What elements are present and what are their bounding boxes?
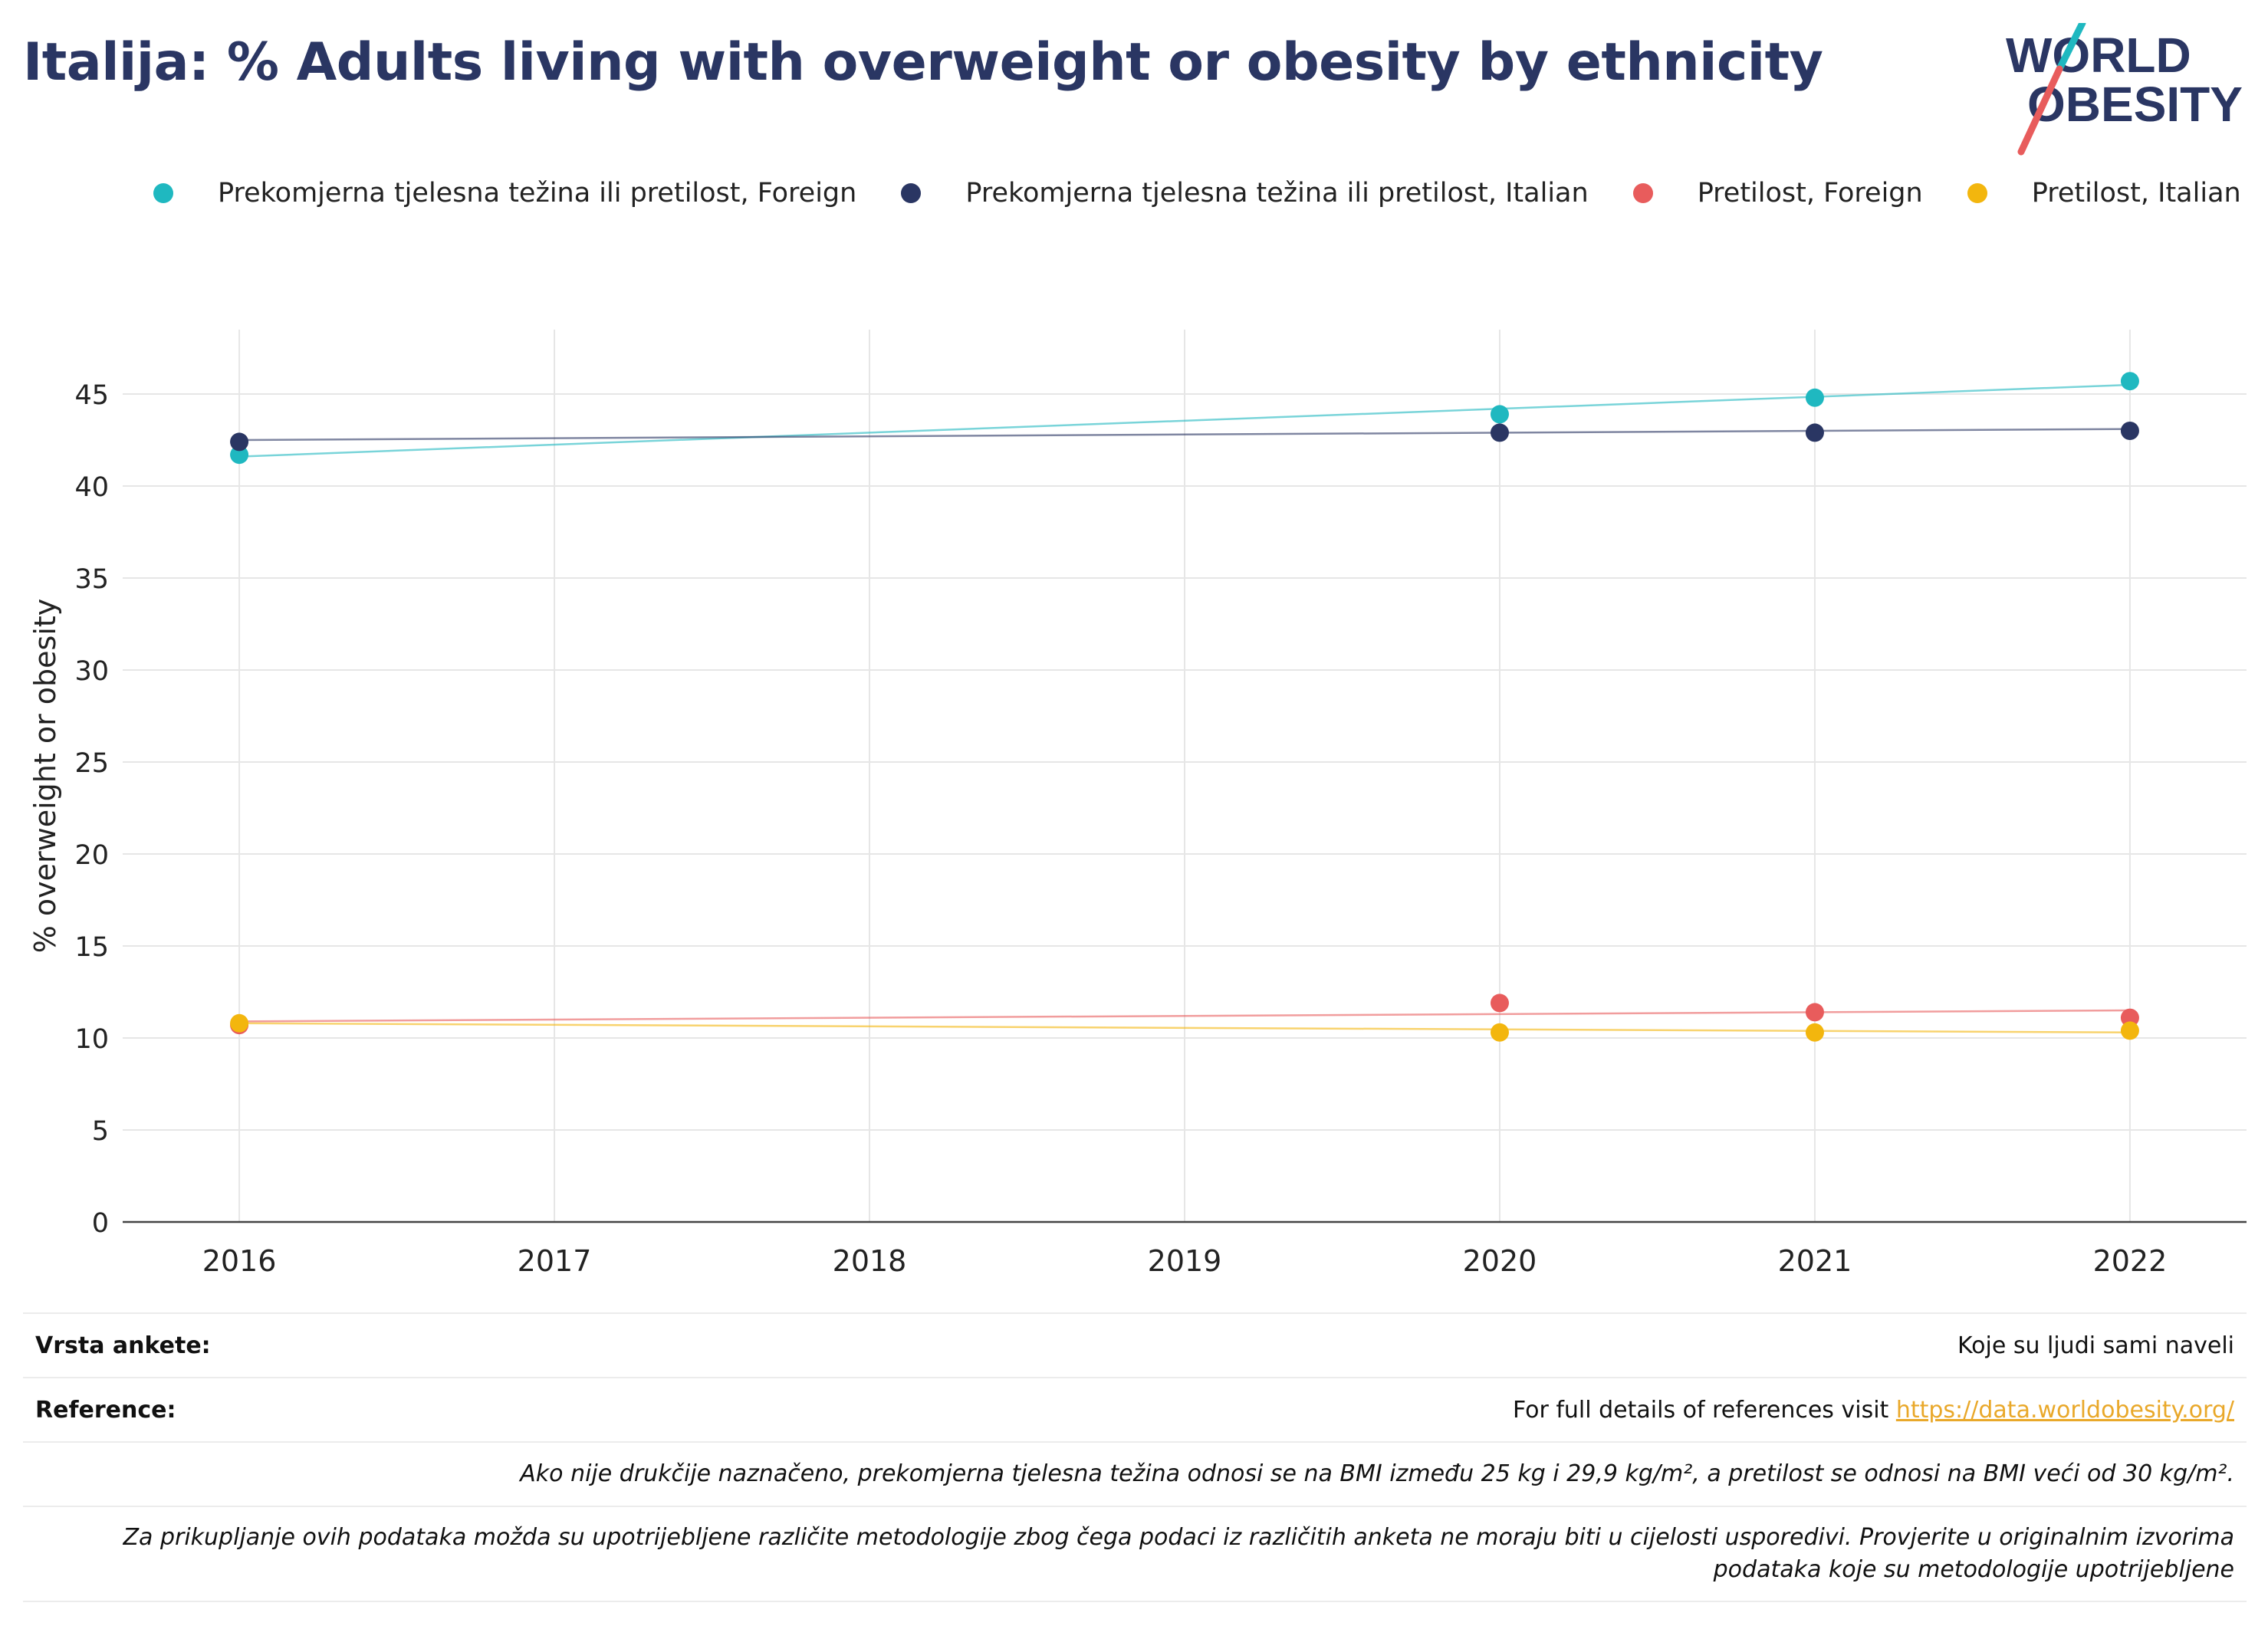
references-value: For full details of references visit htt… [1513, 1397, 2234, 1424]
data-point-series-4 [2120, 1021, 2139, 1040]
data-point-series-3 [1805, 1003, 1824, 1022]
data-point-series-1 [230, 445, 249, 465]
legend-label: Prekomjerna tjelesna težina ili pretilos… [965, 178, 1589, 209]
survey-type-value: Koje su ljudi sami naveli [1957, 1332, 2234, 1359]
y-tick-label: 40 [74, 472, 109, 503]
references-link[interactable]: https://data.worldobesity.org/ [1895, 1396, 2234, 1424]
x-tick-label: 2016 [202, 1244, 277, 1278]
data-point-series-1 [1805, 388, 1824, 407]
legend-label: Pretilost, Italian [2031, 178, 2241, 209]
data-point-series-2 [2120, 422, 2139, 440]
data-point-series-1 [2120, 372, 2139, 391]
x-tick-label: 2017 [518, 1244, 592, 1278]
x-tick-label: 2018 [833, 1244, 907, 1278]
data-point-series-4 [1805, 1023, 1824, 1042]
legend-item-foreign-overweight[interactable]: Prekomjerna tjelesna težina ili pretilos… [153, 178, 856, 209]
references-row: Reference: For full details of reference… [23, 1377, 2247, 1441]
data-point-series-4 [230, 1013, 249, 1033]
y-tick-label: 30 [74, 656, 109, 687]
logo-line1: WORLD [2006, 28, 2191, 83]
y-tick-label: 20 [74, 840, 109, 871]
chart-info-table: Vrsta ankete: Koje su ljudi sami naveli … [23, 1312, 2247, 1602]
legend-marker-icon [901, 183, 922, 203]
data-point-series-1 [1490, 405, 1509, 424]
methodology-note-row: Za prikupljanje ovih podataka možda su u… [23, 1506, 2247, 1602]
references-label: Reference: [35, 1396, 176, 1424]
y-tick-label: 10 [74, 1024, 109, 1055]
x-tick-label: 2019 [1148, 1244, 1222, 1278]
page-title: Italija: % Adults living with overweight… [23, 32, 1823, 93]
legend-item-foreign-obesity[interactable]: Pretilost, Foreign [1632, 178, 1923, 209]
logo-line2: OBESITY [2027, 77, 2243, 132]
y-tick-label: 35 [74, 564, 109, 595]
survey-type-label: Vrsta ankete: [35, 1332, 211, 1359]
references-text: For full details of references visit [1512, 1396, 1889, 1424]
definition-note-row: Ako nije drukčije naznačeno, prekomjerna… [23, 1441, 2247, 1506]
y-tick-label: 25 [74, 748, 109, 779]
y-tick-label: 0 [92, 1208, 109, 1239]
axes: 0 5 10 15 20 25 30 35 40 45 2016 2017 2018 2019 2020 20… [74, 380, 2247, 1278]
chart-legend: Prekomjerna tjelesna težina ili pretilos… [153, 170, 2268, 216]
y-tick-label: 45 [74, 380, 109, 411]
data-points [230, 372, 2139, 1042]
y-tick-label: 5 [92, 1116, 109, 1147]
legend-marker-icon [1632, 183, 1653, 203]
legend-label: Prekomjerna tjelesna težina ili pretilos… [218, 178, 857, 209]
data-point-series-2 [1805, 423, 1824, 442]
legend-item-italian-obesity[interactable]: Pretilost, Italian [1967, 178, 2241, 209]
methodology-note: Za prikupljanje ovih podataka možda su u… [123, 1524, 2234, 1583]
x-tick-label: 2020 [1463, 1244, 1537, 1278]
data-point-series-4 [1490, 1023, 1509, 1042]
definition-note: Ako nije drukčije naznačeno, prekomjerna… [520, 1460, 2234, 1487]
y-tick-label: 15 [74, 932, 109, 963]
legend-item-italian-overweight[interactable]: Prekomjerna tjelesna težina ili pretilos… [901, 178, 1589, 209]
y-axis-label: % overweight or obesity [28, 599, 62, 954]
world-obesity-logo: WORLD OBESITY [1994, 19, 2254, 161]
data-point-series-3 [2120, 1008, 2139, 1027]
legend-marker-icon [153, 183, 173, 203]
data-point-series-2 [230, 432, 249, 452]
line-chart: 0 5 10 15 20 25 30 35 40 45 2016 2017 2018 2019 2020 20… [28, 330, 2247, 1278]
x-tick-label: 2022 [2093, 1244, 2168, 1278]
legend-label: Pretilost, Foreign [1697, 178, 1923, 209]
legend-marker-icon [1967, 183, 1987, 203]
data-point-series-3 [1490, 994, 1509, 1013]
data-point-series-2 [1490, 423, 1509, 442]
x-tick-label: 2021 [1778, 1244, 1852, 1278]
survey-type-row: Vrsta ankete: Koje su ljudi sami naveli [23, 1312, 2247, 1377]
grid-lines [123, 330, 2247, 1222]
